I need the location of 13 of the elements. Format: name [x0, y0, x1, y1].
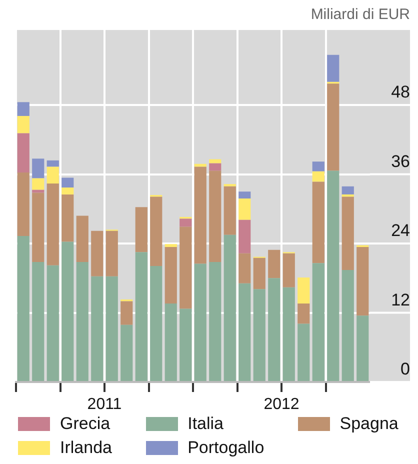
x-tick-label: 2012	[264, 396, 300, 414]
x-tick-label: 2011	[87, 396, 122, 414]
legend-label: Grecia	[60, 414, 110, 434]
legend-label: Portogallo	[188, 438, 264, 458]
legend-label: Spagna	[340, 414, 398, 434]
legend-label: Italia	[188, 414, 224, 434]
y-tick-label: 0	[400, 360, 410, 379]
legend-label: Irlanda	[60, 438, 112, 458]
y-tick-label: 36	[391, 152, 410, 171]
y-axis-title: Miliardi di EUR	[310, 6, 410, 23]
y-tick-label: 24	[391, 221, 410, 240]
y-tick-label: 12	[391, 290, 410, 310]
y-tick-label: 48	[391, 82, 410, 102]
